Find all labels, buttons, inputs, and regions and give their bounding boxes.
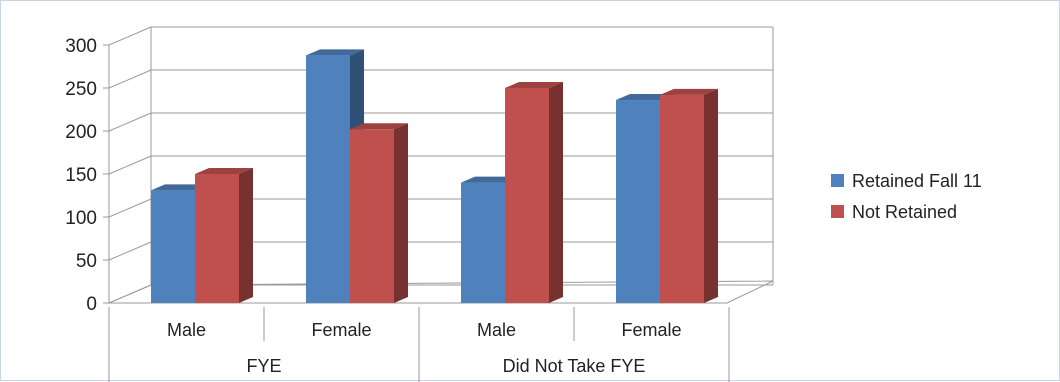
legend-layer: Retained Fall 11 Not Retained	[831, 171, 982, 222]
bar-top	[350, 123, 408, 130]
bar-front	[195, 174, 239, 303]
gridline-side	[108, 69, 152, 89]
category-label: Male	[477, 320, 516, 340]
legend-swatch-retained	[831, 174, 844, 187]
legend-label-retained: Retained Fall 11	[852, 171, 982, 191]
category-label: Female	[311, 320, 371, 340]
gridline-side	[108, 241, 152, 261]
bar-side	[239, 168, 253, 303]
legend-swatch-not-retained	[831, 205, 844, 218]
gridline-side	[108, 112, 152, 132]
group-label: Did Not Take FYE	[503, 356, 646, 376]
group-label: FYE	[246, 356, 281, 376]
bar-top	[195, 168, 253, 174]
y-tick-label: 0	[86, 294, 97, 315]
bar-front	[306, 55, 350, 303]
bar-top	[306, 49, 364, 56]
bar-front	[151, 190, 195, 303]
bar-side	[704, 88, 718, 303]
gridline-side	[108, 155, 152, 175]
bar-side	[394, 123, 408, 303]
y-tick-label: 150	[65, 165, 97, 186]
bar-not-retained-2	[505, 82, 563, 303]
bar-side	[549, 82, 563, 303]
gridline-side	[108, 26, 152, 46]
bar-top	[616, 94, 674, 101]
bar-not-retained-0	[195, 168, 253, 303]
y-tick-label: 100	[65, 208, 97, 229]
bar-not-retained-1	[350, 123, 408, 303]
gridline-side	[108, 284, 152, 304]
bar-front	[505, 88, 549, 303]
bar-top	[151, 184, 209, 191]
bar-front	[350, 129, 394, 303]
y-tick-label: 250	[65, 79, 97, 100]
bars-layer	[151, 49, 718, 303]
bar-front	[616, 100, 660, 303]
axis-layer: 0 50 100 150 200 250 300 Male Female Male Female FY…	[65, 36, 730, 382]
category-label: Female	[621, 320, 681, 340]
y-tick-label: 50	[76, 251, 97, 272]
bar-front	[660, 94, 704, 303]
bar-top	[461, 176, 519, 183]
y-tick-label: 300	[65, 36, 97, 57]
bar-front	[461, 182, 505, 303]
legend-label-not-retained: Not Retained	[852, 202, 957, 222]
y-tick-label: 200	[65, 122, 97, 143]
bar-top	[660, 88, 718, 95]
bar-top	[505, 82, 563, 88]
bar-not-retained-3	[660, 88, 718, 303]
category-label: Male	[167, 320, 206, 340]
gridline-side	[108, 198, 152, 218]
